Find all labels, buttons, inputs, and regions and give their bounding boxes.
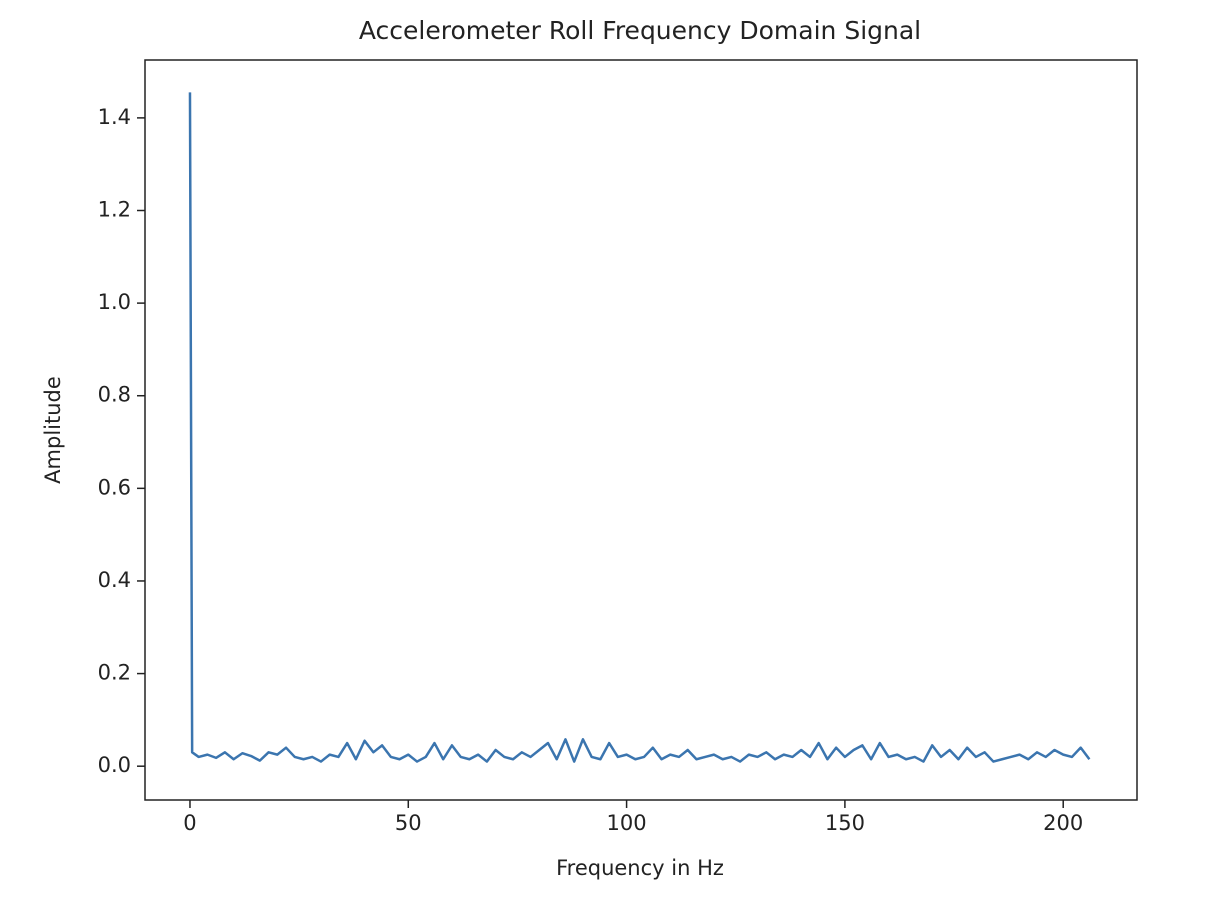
y-tick-label: 0.8: [98, 383, 131, 407]
chart-title: Accelerometer Roll Frequency Domain Sign…: [359, 16, 921, 45]
x-tick-label: 0: [183, 811, 196, 835]
y-tick-label: 0.0: [98, 753, 131, 777]
x-tick-label: 100: [607, 811, 647, 835]
plot-frame: [144, 59, 1138, 801]
y-tick-label: 1.4: [98, 105, 131, 129]
x-tick-label: 200: [1043, 811, 1083, 835]
y-tick-label: 1.2: [98, 198, 131, 222]
y-tick-label: 0.6: [98, 475, 131, 499]
y-axis-label: Amplitude: [41, 376, 65, 484]
x-tick-label: 50: [395, 811, 422, 835]
data-line: [188, 92, 1091, 763]
x-tick-label: 150: [825, 811, 865, 835]
x-axis-label: Frequency in Hz: [556, 856, 724, 880]
y-tick-label: 1.0: [98, 290, 131, 314]
y-tick-label: 0.2: [98, 661, 131, 685]
y-tick-label: 0.4: [98, 568, 131, 592]
